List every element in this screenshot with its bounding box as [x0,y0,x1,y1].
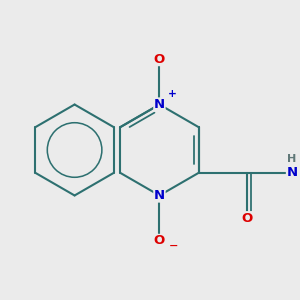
Text: N: N [154,98,165,111]
Text: −: − [169,241,178,251]
Text: +: + [168,89,176,99]
Text: O: O [154,235,165,248]
Text: O: O [154,52,165,65]
Text: H: H [287,154,297,164]
Text: N: N [154,189,165,202]
Text: N: N [286,166,298,179]
Text: O: O [241,212,252,225]
